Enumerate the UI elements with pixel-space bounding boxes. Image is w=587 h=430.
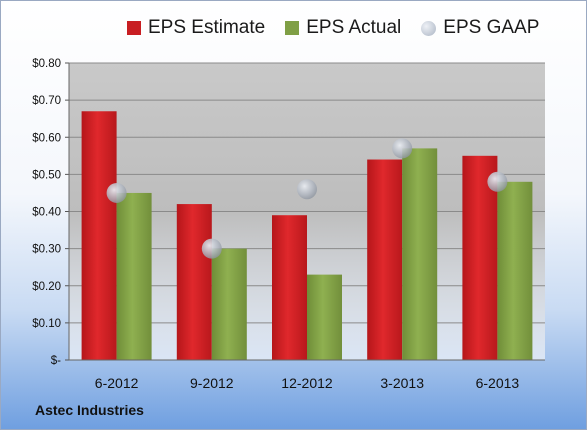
marker-eps-gaap (487, 171, 508, 192)
company-name: Astec Industries (35, 402, 144, 418)
legend-item-eps-gaap: EPS GAAP (421, 17, 539, 39)
marker-eps-gaap (106, 182, 127, 203)
legend-swatch-eps-gaap (421, 20, 437, 36)
bar-eps-actual (307, 274, 342, 360)
legend-item-eps-estimate: EPS Estimate (127, 17, 265, 39)
x-tick-label: 6-2013 (476, 375, 520, 391)
y-axis-ticks: $- $0.10 $0.20 $0.30 $0.40 $0.50 $0.60 $0.70 $0.… (32, 58, 70, 367)
legend-label-eps-estimate: EPS Estimate (148, 17, 266, 38)
marker-eps-gaap (297, 179, 317, 200)
y-tick-label: $0.80 (32, 58, 61, 70)
bar-eps-actual (116, 192, 152, 360)
y-tick-label: $0.70 (32, 95, 61, 107)
legend-label-eps-gaap: EPS GAAP (443, 17, 540, 38)
x-tick-label: 6-2012 (95, 375, 139, 391)
bar-eps-estimate (81, 111, 117, 360)
gaap-markers (106, 138, 508, 259)
bars (81, 111, 533, 360)
y-tick-label: $0.10 (32, 318, 61, 330)
bar-eps-estimate (176, 204, 212, 360)
y-tick-label: $0.50 (32, 169, 61, 181)
legend: EPS Estimate EPS Actual EPS GAAP (127, 17, 539, 39)
y-tick-label: $0.40 (32, 207, 61, 219)
bar-eps-actual (211, 248, 247, 360)
marker-eps-gaap (392, 138, 413, 159)
legend-swatch-eps-actual (285, 21, 300, 35)
x-tick-label: 3-2013 (380, 375, 424, 391)
y-tick-label: $0.30 (32, 244, 61, 256)
y-tick-label: $0.60 (32, 132, 61, 144)
x-axis-ticks: 6-2012 9-2012 12-2012 3-2013 6-2013 (69, 359, 545, 391)
bar-eps-estimate (272, 215, 307, 360)
bar-eps-actual (497, 181, 533, 360)
legend-item-eps-actual: EPS Actual (285, 17, 401, 39)
bar-eps-estimate (367, 159, 403, 360)
bar-eps-actual (402, 148, 438, 360)
marker-eps-gaap (201, 238, 222, 259)
x-tick-label: 12-2012 (281, 375, 333, 391)
legend-label-eps-actual: EPS Actual (306, 17, 402, 38)
x-tick-label: 9-2012 (190, 375, 234, 391)
y-tick-label: $0.20 (32, 281, 61, 293)
y-tick-label: $- (51, 355, 61, 367)
legend-swatch-eps-estimate (127, 21, 141, 35)
